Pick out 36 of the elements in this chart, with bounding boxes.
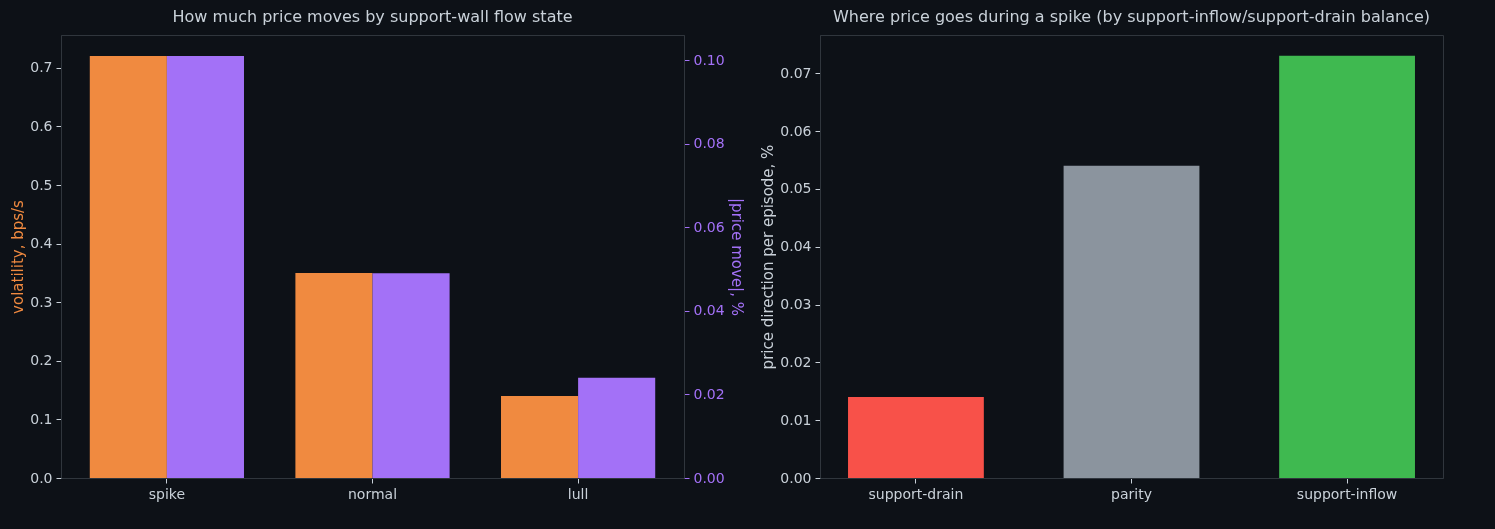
y-tick-label: 0.04: [780, 238, 812, 255]
y-axis-title: volatility, bps/s: [9, 199, 28, 314]
y2-tick-label: 0.08: [693, 135, 725, 152]
chart-title: How much price moves by support-wall flow state: [172, 7, 573, 26]
y-tick-label: 0.06: [780, 122, 812, 139]
y-tick-label: 0.05: [780, 180, 812, 197]
y-tick-label: 0.0: [30, 469, 53, 486]
y2-tick-label: 0.06: [693, 218, 725, 235]
y-tick-label: 0.00: [780, 469, 812, 486]
y2-tick-label: 0.04: [693, 302, 725, 319]
x-tick-label: normal: [347, 485, 398, 502]
y2-tick-label: 0.00: [693, 469, 725, 486]
y-axis-title: price direction per episode, %: [759, 144, 778, 370]
y2-tick-label: 0.10: [693, 51, 725, 68]
y-tick-label: 0.4: [30, 235, 53, 252]
bar: [848, 397, 984, 478]
x-tick-label: support-drain: [868, 485, 964, 502]
y-tick-label: 0.3: [30, 293, 53, 310]
y2-axis-title: |price move|, %: [727, 198, 746, 316]
y-tick-label: 0.6: [30, 117, 53, 134]
x-tick-label: spike: [148, 485, 186, 502]
x-tick-label: support-inflow: [1296, 485, 1398, 502]
y-tick-label: 0.1: [30, 410, 53, 427]
bar: [1063, 165, 1200, 478]
y-tick-label: 0.7: [30, 59, 53, 76]
y-tick-label: 0.07: [780, 64, 812, 81]
x-tick-label: parity: [1111, 485, 1152, 502]
y-tick-label: 0.2: [30, 352, 53, 369]
y-tick-label: 0.01: [780, 411, 812, 428]
x-tick-label: lull: [567, 485, 589, 502]
y-tick-label: 0.03: [780, 296, 812, 312]
y2-tick-label: 0.02: [693, 385, 725, 402]
bar: [1279, 55, 1415, 478]
y-tick-label: 0.5: [30, 176, 53, 193]
chart-title: Where price goes during a spike (by support-inflow/support-drain balance): [833, 7, 1430, 26]
y-tick-label: 0.02: [780, 353, 812, 370]
